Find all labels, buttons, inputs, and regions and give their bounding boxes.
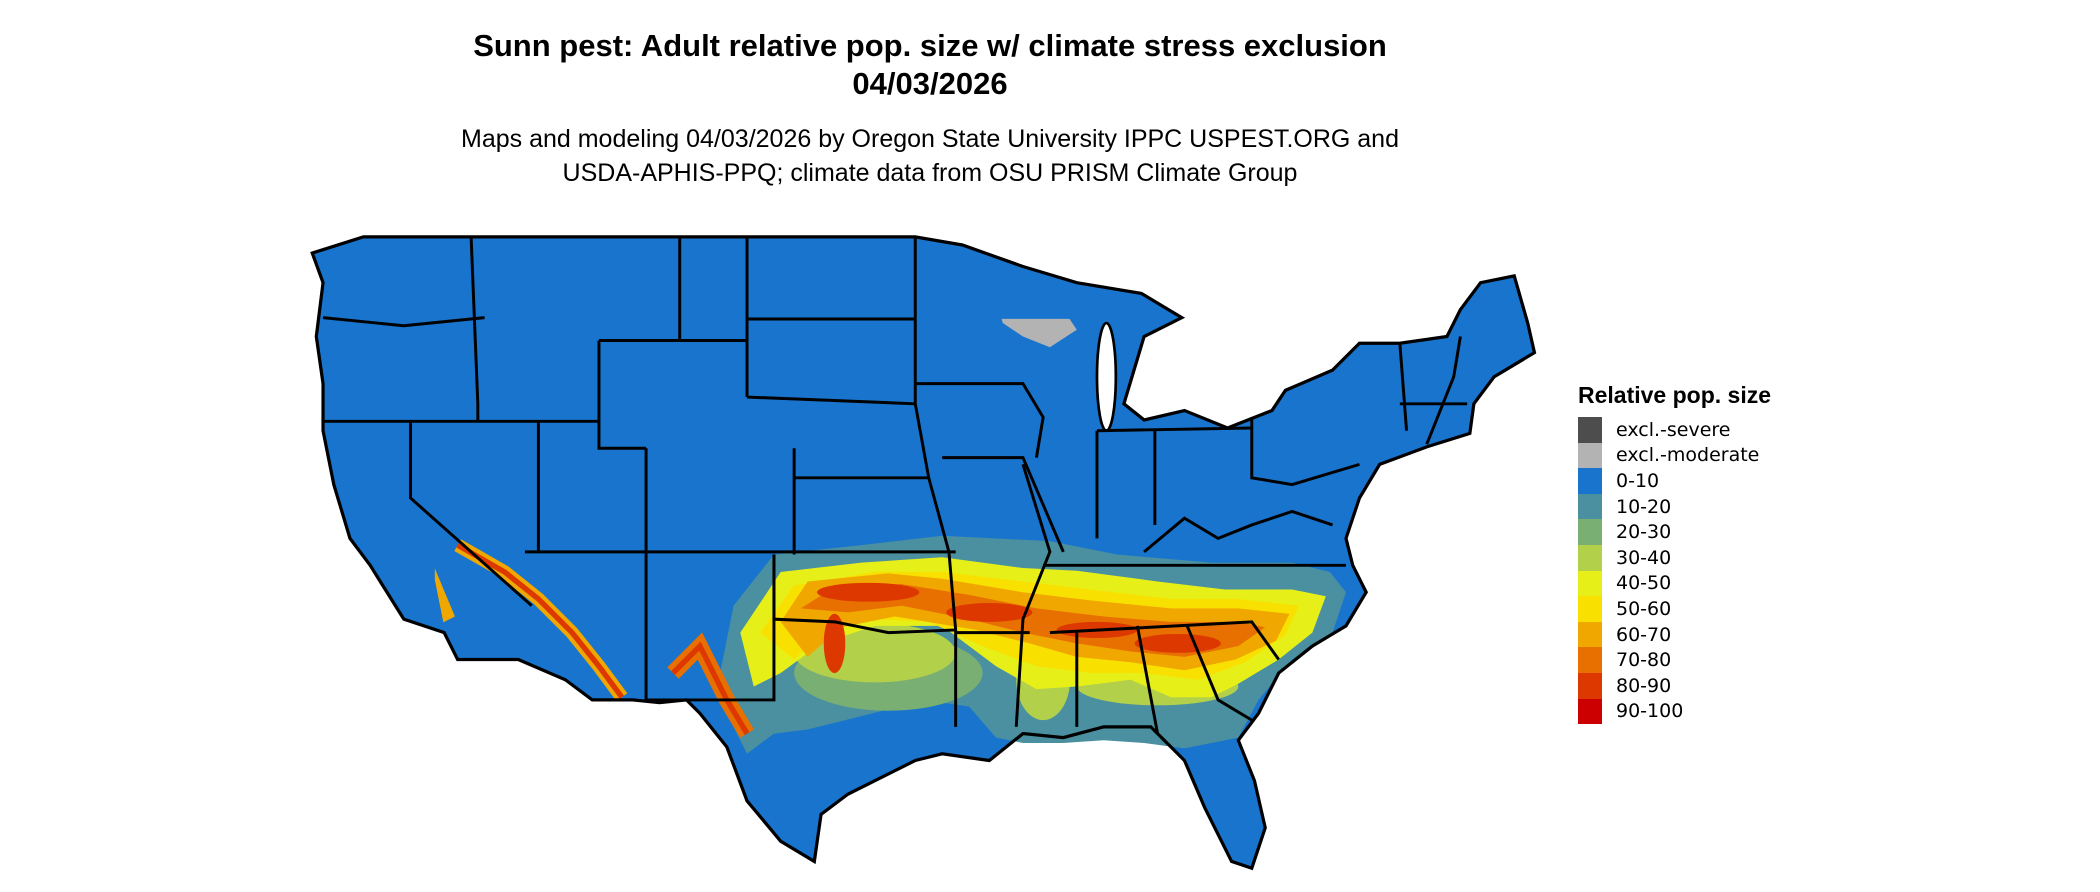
legend-item: 70-80 — [1578, 647, 1771, 673]
legend-item: 10-20 — [1578, 493, 1771, 520]
legend-item: 80-90 — [1578, 672, 1771, 699]
legend: Relative pop. size excl.-severe excl.-mod… — [1578, 382, 1772, 725]
legend-label: 0-10 — [1616, 469, 1660, 492]
legend-swatch — [1578, 417, 1602, 443]
legend-label: 30-40 — [1616, 546, 1672, 569]
zone-80-90 — [823, 613, 846, 673]
legend-item: excl.-moderate — [1578, 442, 1771, 469]
map-title: Sunn pest: Adult relative pop. size w/ c… — [473, 28, 1387, 63]
legend-item: 20-30 — [1578, 519, 1771, 545]
us-outline — [310, 235, 1537, 871]
legend-label: 90-100 — [1616, 700, 1684, 723]
zone-80-90 — [1134, 633, 1221, 653]
map-date: 04/03/2026 — [852, 66, 1008, 101]
legend-swatch — [1578, 570, 1602, 597]
legend-item: 50-60 — [1578, 596, 1771, 622]
legend-item: 40-50 — [1578, 570, 1771, 597]
legend-swatch — [1578, 442, 1602, 469]
legend-swatch — [1578, 672, 1602, 699]
legend-swatch — [1578, 698, 1602, 725]
legend-swatch — [1578, 468, 1602, 494]
legend-label: 20-30 — [1616, 521, 1672, 544]
state-borders — [322, 236, 1468, 734]
legend-label: 50-60 — [1616, 597, 1672, 620]
subtitle-line-1: Maps and modeling 04/03/2026 by Oregon S… — [461, 125, 1399, 153]
zone-80-90 — [946, 603, 1033, 622]
zone-az-streak-red — [456, 542, 625, 699]
legend-swatch — [1578, 493, 1602, 520]
legend-swatch — [1578, 544, 1602, 571]
legend-swatch — [1578, 647, 1602, 673]
legend-label: 60-70 — [1616, 623, 1672, 646]
risk-zones — [420, 318, 1346, 754]
legend-label: 10-20 — [1616, 495, 1672, 518]
zone-80-90 — [817, 582, 920, 602]
legend-title: Relative pop. size — [1578, 382, 1772, 408]
legend-item: 30-40 — [1578, 544, 1771, 571]
subtitle-line-2: USDA-APHIS-PPQ; climate data from OSU PR… — [562, 159, 1298, 187]
legend-label: excl.-severe — [1616, 418, 1731, 441]
legend-swatch — [1578, 519, 1602, 545]
legend-item: 0-10 — [1578, 468, 1771, 494]
zone-tx-west-streak-red — [671, 641, 750, 735]
legend-swatch — [1578, 596, 1602, 622]
legend-swatch — [1578, 621, 1602, 648]
legend-label: excl.-moderate — [1616, 444, 1760, 467]
legend-label: 40-50 — [1616, 572, 1672, 595]
legend-item: excl.-severe — [1578, 417, 1771, 443]
lake-michigan — [1095, 321, 1118, 433]
legend-label: 70-80 — [1616, 649, 1672, 672]
legend-items: excl.-severe excl.-moderate 0-10 10-20 20-30… — [1578, 417, 1771, 725]
zone-excl-moderate — [996, 318, 1077, 348]
legend-label: 80-90 — [1616, 674, 1672, 697]
legend-item: 90-100 — [1578, 698, 1771, 725]
legend-item: 60-70 — [1578, 621, 1771, 648]
